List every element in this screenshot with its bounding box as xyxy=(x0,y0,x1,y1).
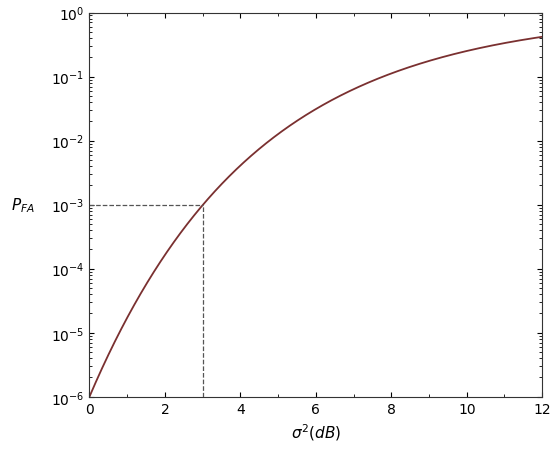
X-axis label: $\sigma^2(dB)$: $\sigma^2(dB)$ xyxy=(291,421,341,442)
Y-axis label: $P_{FA}$: $P_{FA}$ xyxy=(11,196,35,215)
